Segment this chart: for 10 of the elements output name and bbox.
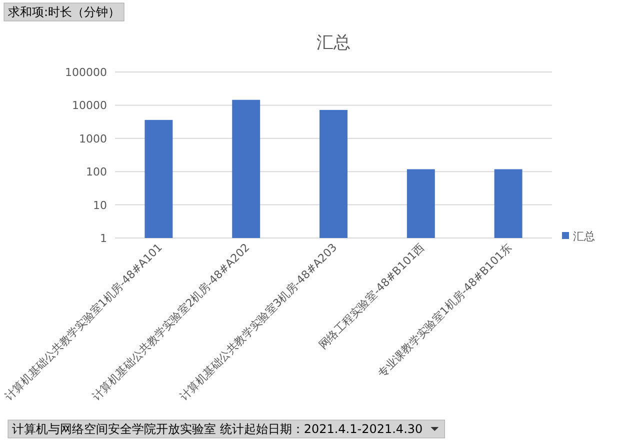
y-tick-label: 1 <box>100 232 107 245</box>
legend-label: 汇总 <box>573 230 595 243</box>
y-tick-label: 10000 <box>72 99 107 112</box>
y-tick-label: 1000 <box>79 132 107 146</box>
y-tick-label: 100 <box>86 166 107 179</box>
y-tick-label: 10 <box>93 198 107 212</box>
text: 求和项:时长（分钟） <box>8 5 120 19</box>
chart-title: 汇总 <box>316 33 350 53</box>
text: 计算机与网络空间安全学院开放实验室 统计起始日期：2021.4.1-2021.4.30 <box>12 422 423 436</box>
y-tick-label: 100000 <box>65 66 107 79</box>
